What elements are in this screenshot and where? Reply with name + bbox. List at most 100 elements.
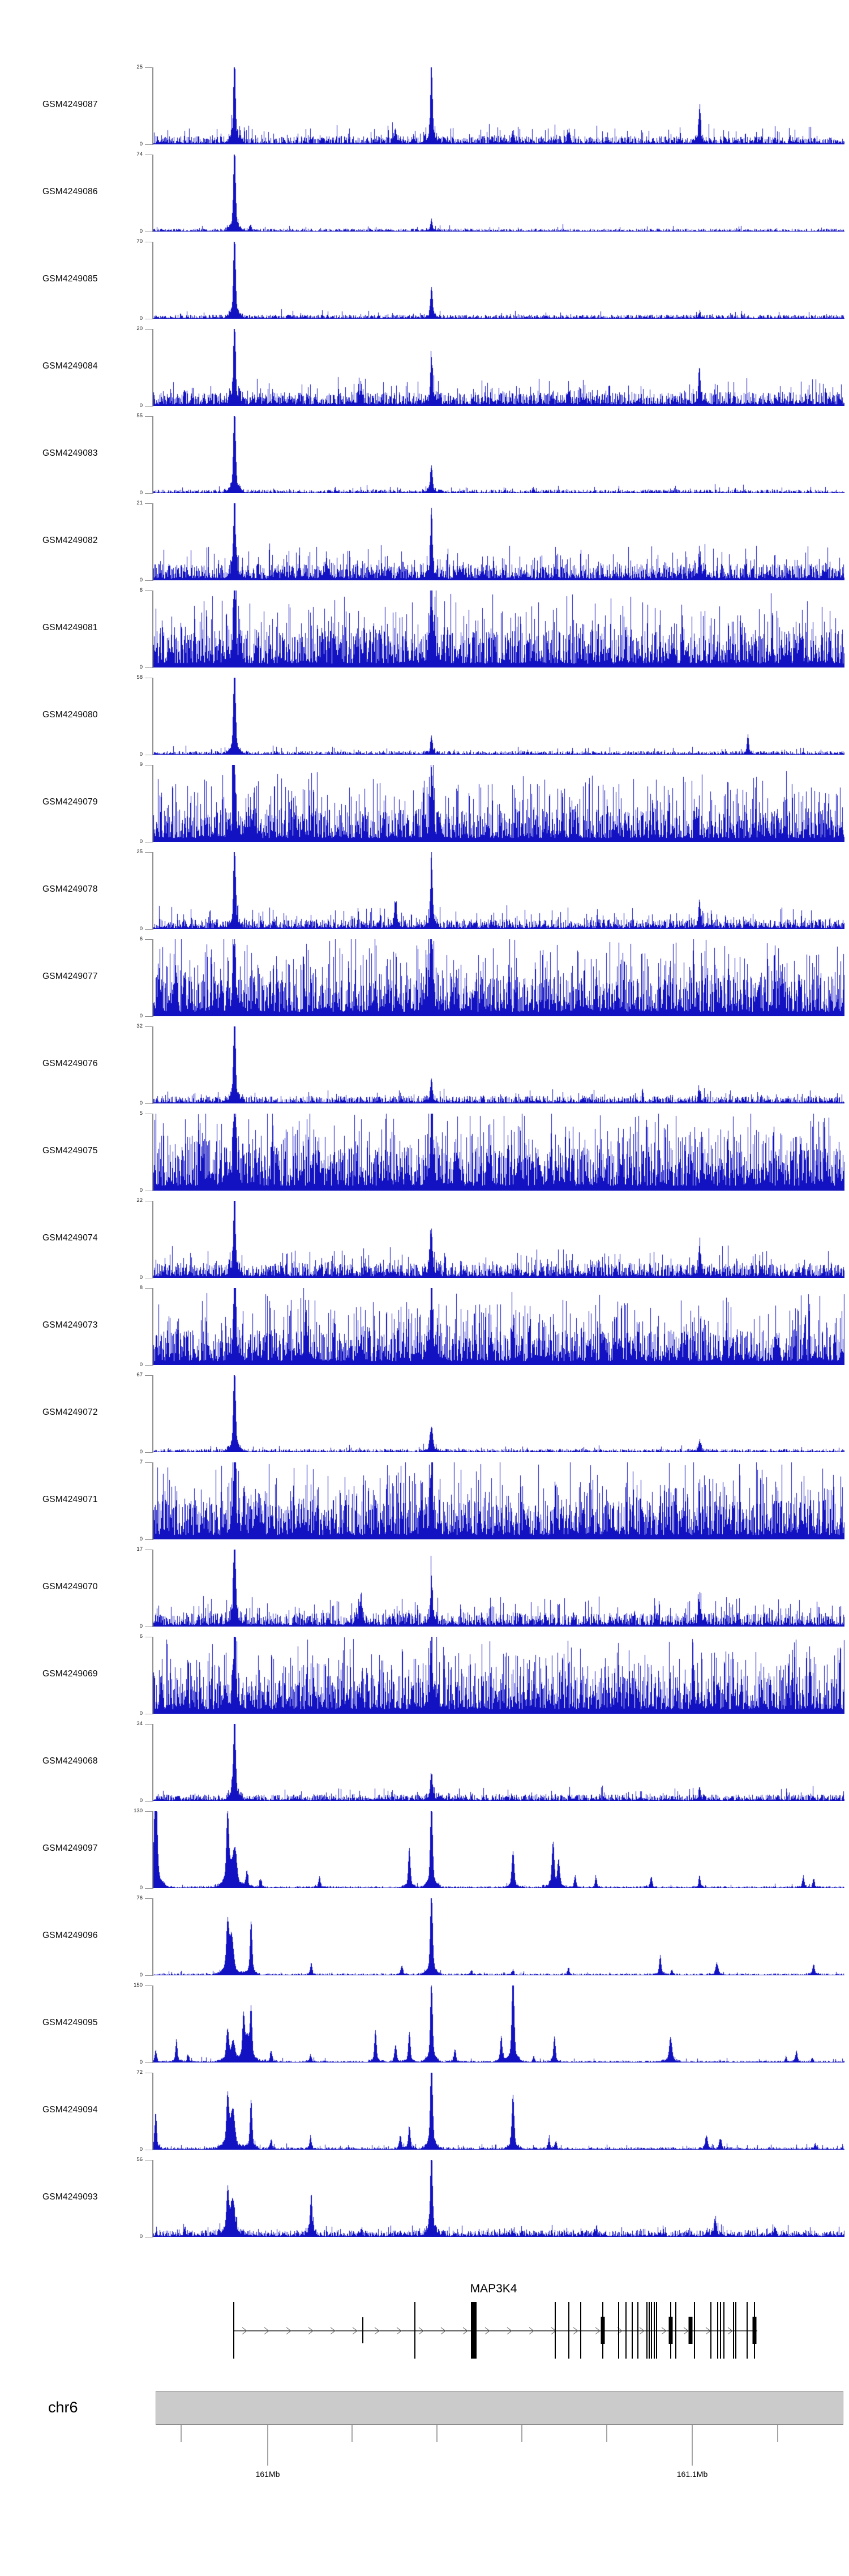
y-axis-top-tick [145, 1026, 153, 1027]
signal-track-row: GSM4249096 76 0 [0, 1895, 849, 1978]
signal-plot-canvas [153, 1550, 844, 1627]
exon-mark [580, 2302, 581, 2359]
y-axis-line [152, 852, 153, 930]
signal-plot-canvas [153, 1114, 844, 1191]
signal-plot-canvas [153, 1724, 844, 1801]
y-axis-top-tick [145, 1288, 153, 1289]
signal-track-row: GSM4249081 6 0 [0, 588, 849, 670]
signal-plot-canvas [153, 1201, 844, 1278]
signal-plot-canvas [153, 329, 844, 406]
y-axis-max-value: 32 [136, 1023, 143, 1029]
y-axis-top-tick [145, 1898, 153, 1899]
exon-mark [717, 2302, 718, 2359]
gene-name-label: MAP3K4 [470, 2282, 517, 2295]
y-axis-zero-value: 0 [139, 2059, 143, 2065]
y-axis-zero-tick [145, 1103, 153, 1104]
track-sample-label: GSM4249095 [42, 2018, 98, 2027]
gene-model [233, 2302, 757, 2359]
track-sample-label: GSM4249068 [42, 1756, 98, 1766]
signal-track-row: GSM4249087 25 0 [0, 65, 849, 147]
track-sample-label: GSM4249074 [42, 1233, 98, 1243]
y-axis-line [152, 1986, 153, 2063]
track-sample-label: GSM4249072 [42, 1407, 98, 1417]
strand-direction-arrow-icon [396, 2327, 402, 2335]
y-axis-zero-value: 0 [139, 664, 143, 670]
signal-track-row: GSM4249069 6 0 [0, 1634, 849, 1717]
exon-mark [646, 2302, 648, 2359]
y-axis-line [152, 939, 153, 1017]
signal-track-row: GSM4249085 70 0 [0, 239, 849, 322]
y-axis-line [152, 1811, 153, 1889]
y-axis-line [152, 1898, 153, 1976]
signal-track-row: GSM4249068 34 0 [0, 1721, 849, 1804]
strand-direction-arrow-icon [484, 2327, 490, 2335]
strand-direction-arrow-icon [308, 2327, 314, 2335]
y-axis-line [152, 1462, 153, 1540]
signal-track-row: GSM4249072 67 0 [0, 1372, 849, 1455]
y-axis-zero-tick [145, 580, 153, 581]
track-sample-label: GSM4249069 [42, 1669, 98, 1679]
chromosome-name-label: chr6 [48, 2399, 78, 2416]
y-axis-top-tick [145, 1462, 153, 1463]
y-axis-zero-value: 0 [139, 1187, 143, 1193]
y-axis-line [152, 1114, 153, 1191]
y-axis-zero-value: 0 [139, 490, 143, 496]
y-axis-zero-tick [145, 1539, 153, 1540]
y-axis-max-value: 7 [139, 1459, 143, 1465]
track-sample-label: GSM4249096 [42, 1931, 98, 1940]
y-axis-line [152, 1026, 153, 1104]
y-axis-line [152, 1637, 153, 1714]
y-axis-max-value: 34 [136, 1721, 143, 1727]
y-axis-zero-tick [145, 929, 153, 930]
track-sample-label: GSM4249078 [42, 884, 98, 894]
signal-plot-canvas [153, 1637, 844, 1714]
exon-mark [733, 2302, 734, 2359]
exon-mark [651, 2302, 652, 2359]
signal-track-row: GSM4249094 72 0 [0, 2070, 849, 2153]
signal-track-row: GSM4249084 20 0 [0, 326, 849, 409]
exon-mark [668, 2317, 673, 2344]
strand-direction-arrow-icon [418, 2327, 424, 2335]
strand-direction-arrow-icon [661, 2327, 667, 2335]
y-axis-line [152, 678, 153, 755]
y-axis-zero-value: 0 [139, 228, 143, 234]
exon-mark [601, 2317, 605, 2344]
y-axis-zero-value: 0 [139, 1100, 143, 1106]
y-axis-zero-value: 0 [139, 751, 143, 758]
y-axis-max-value: 20 [136, 326, 143, 332]
signal-plot-canvas [153, 503, 844, 580]
axis-tick-label: 161.1Mb [677, 2470, 708, 2479]
exon-mark [688, 2317, 693, 2344]
y-axis-max-value: 17 [136, 1546, 143, 1552]
signal-plot-canvas [153, 416, 844, 493]
track-sample-label: GSM4249093 [42, 2192, 98, 2202]
signal-plot-canvas [153, 1026, 844, 1103]
exon-mark [414, 2302, 415, 2359]
y-axis-line [152, 155, 153, 232]
exon-mark [555, 2302, 556, 2359]
y-axis-top-tick [145, 852, 153, 853]
strand-direction-arrow-icon [573, 2327, 578, 2335]
track-sample-label: GSM4249084 [42, 361, 98, 371]
strand-direction-arrow-icon [264, 2327, 269, 2335]
track-sample-label: GSM4249086 [42, 187, 98, 196]
chromosome-ideogram [156, 2391, 843, 2425]
exon-mark [723, 2302, 724, 2359]
y-axis-zero-value: 0 [139, 1449, 143, 1455]
y-axis-zero-tick [145, 667, 153, 668]
exon-mark [656, 2302, 657, 2359]
y-axis-line [152, 503, 153, 581]
exon-mark [675, 2302, 676, 2359]
y-axis-max-value: 8 [139, 1285, 143, 1291]
track-sample-label: GSM4249079 [42, 797, 98, 807]
track-sample-label: GSM4249073 [42, 1320, 98, 1330]
track-sample-label: GSM4249087 [42, 100, 98, 109]
track-sample-label: GSM4249094 [42, 2105, 98, 2115]
signal-plot-canvas [153, 1811, 844, 1888]
track-sample-label: GSM4249081 [42, 623, 98, 632]
y-axis-line [152, 1288, 153, 1366]
y-axis-max-value: 6 [139, 936, 143, 942]
y-axis-line [152, 416, 153, 494]
y-axis-zero-value: 0 [139, 838, 143, 845]
y-axis-zero-value: 0 [139, 403, 143, 409]
